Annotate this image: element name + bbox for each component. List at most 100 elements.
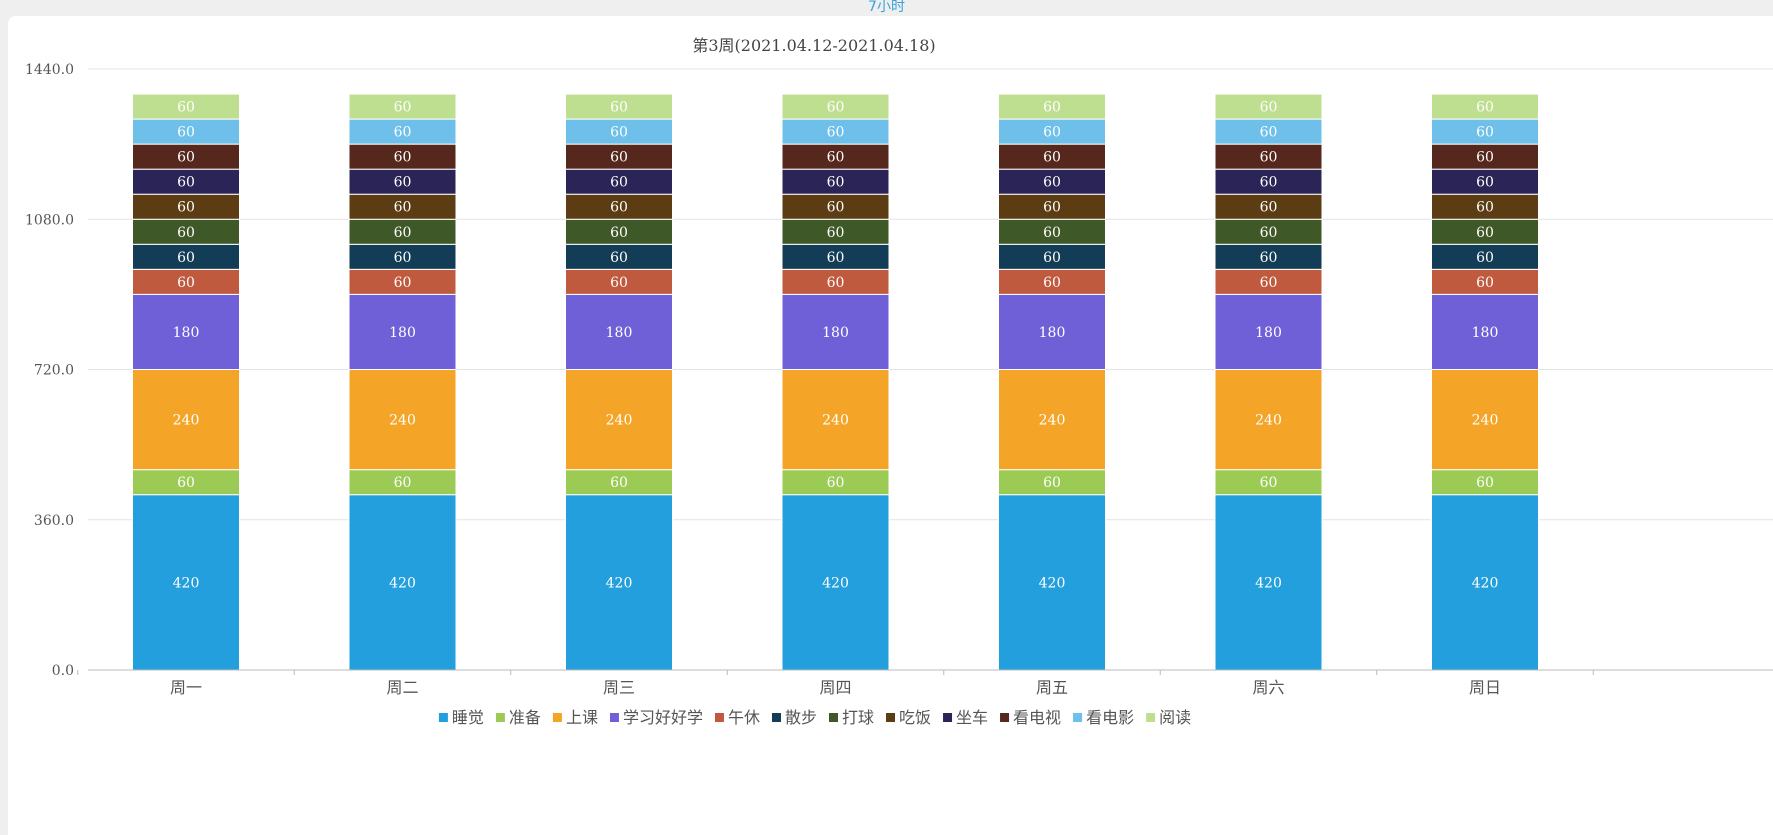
bar-segment[interactable] xyxy=(132,193,240,220)
bar-segment[interactable] xyxy=(781,143,890,170)
legend-item[interactable]: 阅读 xyxy=(1146,708,1191,727)
bar-segment[interactable] xyxy=(565,369,673,471)
bar-segment[interactable] xyxy=(1431,469,1539,496)
bar-segment[interactable] xyxy=(1214,93,1323,120)
bar-segment[interactable] xyxy=(1431,93,1539,120)
bar-segment[interactable] xyxy=(1214,168,1323,195)
data-label: 60 xyxy=(1043,175,1061,191)
bar-segment[interactable] xyxy=(565,268,673,295)
legend-item[interactable]: 坐车 xyxy=(943,708,988,727)
bar-segment[interactable] xyxy=(1214,268,1323,295)
bar-segment[interactable] xyxy=(565,243,673,270)
x-tick-label: 周一 xyxy=(170,678,202,697)
bar-segment[interactable] xyxy=(998,243,1106,270)
bar-segment[interactable] xyxy=(348,469,457,496)
bar-segment[interactable] xyxy=(348,193,457,220)
bar-segment[interactable] xyxy=(565,193,673,220)
data-label: 60 xyxy=(610,475,628,491)
bar-segment[interactable] xyxy=(998,293,1106,370)
bar-segment[interactable] xyxy=(132,494,240,671)
data-label: 180 xyxy=(822,325,849,341)
bar-segment[interactable] xyxy=(1214,494,1323,671)
bar-segment[interactable] xyxy=(565,93,673,120)
bar-segment[interactable] xyxy=(348,293,457,370)
legend-item[interactable]: 学习好好学 xyxy=(609,708,703,727)
bar-segment[interactable] xyxy=(348,268,457,295)
bar-segment[interactable] xyxy=(998,168,1106,195)
legend-item[interactable]: 上课 xyxy=(552,708,598,727)
bar-segment[interactable] xyxy=(1431,494,1539,671)
bar-segment[interactable] xyxy=(132,93,240,120)
data-label: 60 xyxy=(1476,275,1494,291)
bar-segment[interactable] xyxy=(348,369,457,471)
legend-label: 午休 xyxy=(728,708,760,727)
bar-segment[interactable] xyxy=(998,143,1106,170)
bar-segment[interactable] xyxy=(565,218,673,245)
data-label: 420 xyxy=(173,575,200,591)
bar-segment[interactable] xyxy=(1214,143,1323,170)
bar-segment[interactable] xyxy=(998,93,1106,120)
legend-item[interactable]: 打球 xyxy=(829,708,874,727)
bar-segment[interactable] xyxy=(348,494,457,671)
bar-segment[interactable] xyxy=(1431,268,1539,295)
bar-segment[interactable] xyxy=(565,494,673,671)
bar-segment[interactable] xyxy=(1431,168,1539,195)
bar-segment[interactable] xyxy=(1431,293,1539,370)
data-label: 180 xyxy=(1255,325,1282,341)
legend-swatch xyxy=(829,713,838,722)
bar-segment[interactable] xyxy=(998,218,1106,245)
x-tick-label: 周三 xyxy=(603,678,635,697)
bar-segment[interactable] xyxy=(1214,293,1323,370)
bar-segment[interactable] xyxy=(781,118,890,145)
bar-segment[interactable] xyxy=(781,494,890,671)
bar-segment[interactable] xyxy=(565,469,673,496)
data-label: 60 xyxy=(827,125,845,141)
data-label: 60 xyxy=(1043,200,1061,216)
legend-item[interactable]: 吃饭 xyxy=(886,708,931,727)
bar-segment[interactable] xyxy=(565,143,673,170)
bar-segment[interactable] xyxy=(132,143,240,170)
data-label: 180 xyxy=(389,325,416,341)
bar-segment[interactable] xyxy=(132,168,240,195)
bar-segment[interactable] xyxy=(565,293,673,370)
bar-segment[interactable] xyxy=(348,143,457,170)
bar-segment[interactable] xyxy=(1214,218,1323,245)
bar-segment[interactable] xyxy=(348,218,457,245)
bar-segment[interactable] xyxy=(998,193,1106,220)
legend: 睡觉 准备 上课 学习好好学 午休 散步 打球 吃饭 坐车 看电视 看电影 阅读 xyxy=(438,708,1191,727)
bar-segment[interactable] xyxy=(348,243,457,270)
y-tick-label: 1440.0 xyxy=(25,62,74,78)
bar-segment[interactable] xyxy=(998,469,1106,496)
bar-segment[interactable] xyxy=(1431,218,1539,245)
data-label: 60 xyxy=(610,125,628,141)
bar-segment[interactable] xyxy=(1214,243,1323,270)
data-label: 60 xyxy=(610,100,628,116)
top-link[interactable]: 7小时 xyxy=(868,0,905,15)
legend-item[interactable]: 看电影 xyxy=(1073,708,1134,727)
data-label: 60 xyxy=(827,175,845,191)
bar-segment[interactable] xyxy=(1431,369,1539,471)
bar-segment[interactable] xyxy=(781,93,890,120)
bar-segment[interactable] xyxy=(1214,193,1323,220)
bar-segment[interactable] xyxy=(565,118,673,145)
bar-segment[interactable] xyxy=(132,469,240,496)
bar-segment[interactable] xyxy=(565,168,673,195)
legend-item[interactable]: 散步 xyxy=(771,708,817,727)
bar-segment[interactable] xyxy=(998,118,1106,145)
bar-segment[interactable] xyxy=(1431,143,1539,170)
legend-swatch xyxy=(552,713,562,722)
legend-item[interactable]: 睡觉 xyxy=(438,708,484,727)
x-axis: 周一 周二 周三 周四 周五 周六 周日 xyxy=(77,669,1773,697)
legend-item[interactable]: 准备 xyxy=(495,708,541,727)
legend-item[interactable]: 午休 xyxy=(714,708,760,727)
bar-segment[interactable] xyxy=(348,118,457,145)
data-label: 60 xyxy=(1260,475,1278,491)
y-axis-ticks: 0.0 360.0 720.0 1080.0 1440.0 xyxy=(25,62,74,679)
bar-segment[interactable] xyxy=(781,369,890,471)
bar-segment[interactable] xyxy=(348,93,457,120)
bar-segment[interactable] xyxy=(998,494,1106,671)
legend-item[interactable]: 看电视 xyxy=(1000,708,1061,727)
bar-segment[interactable] xyxy=(998,369,1106,471)
bar-segment[interactable] xyxy=(1214,469,1323,496)
data-label: 60 xyxy=(610,200,628,216)
